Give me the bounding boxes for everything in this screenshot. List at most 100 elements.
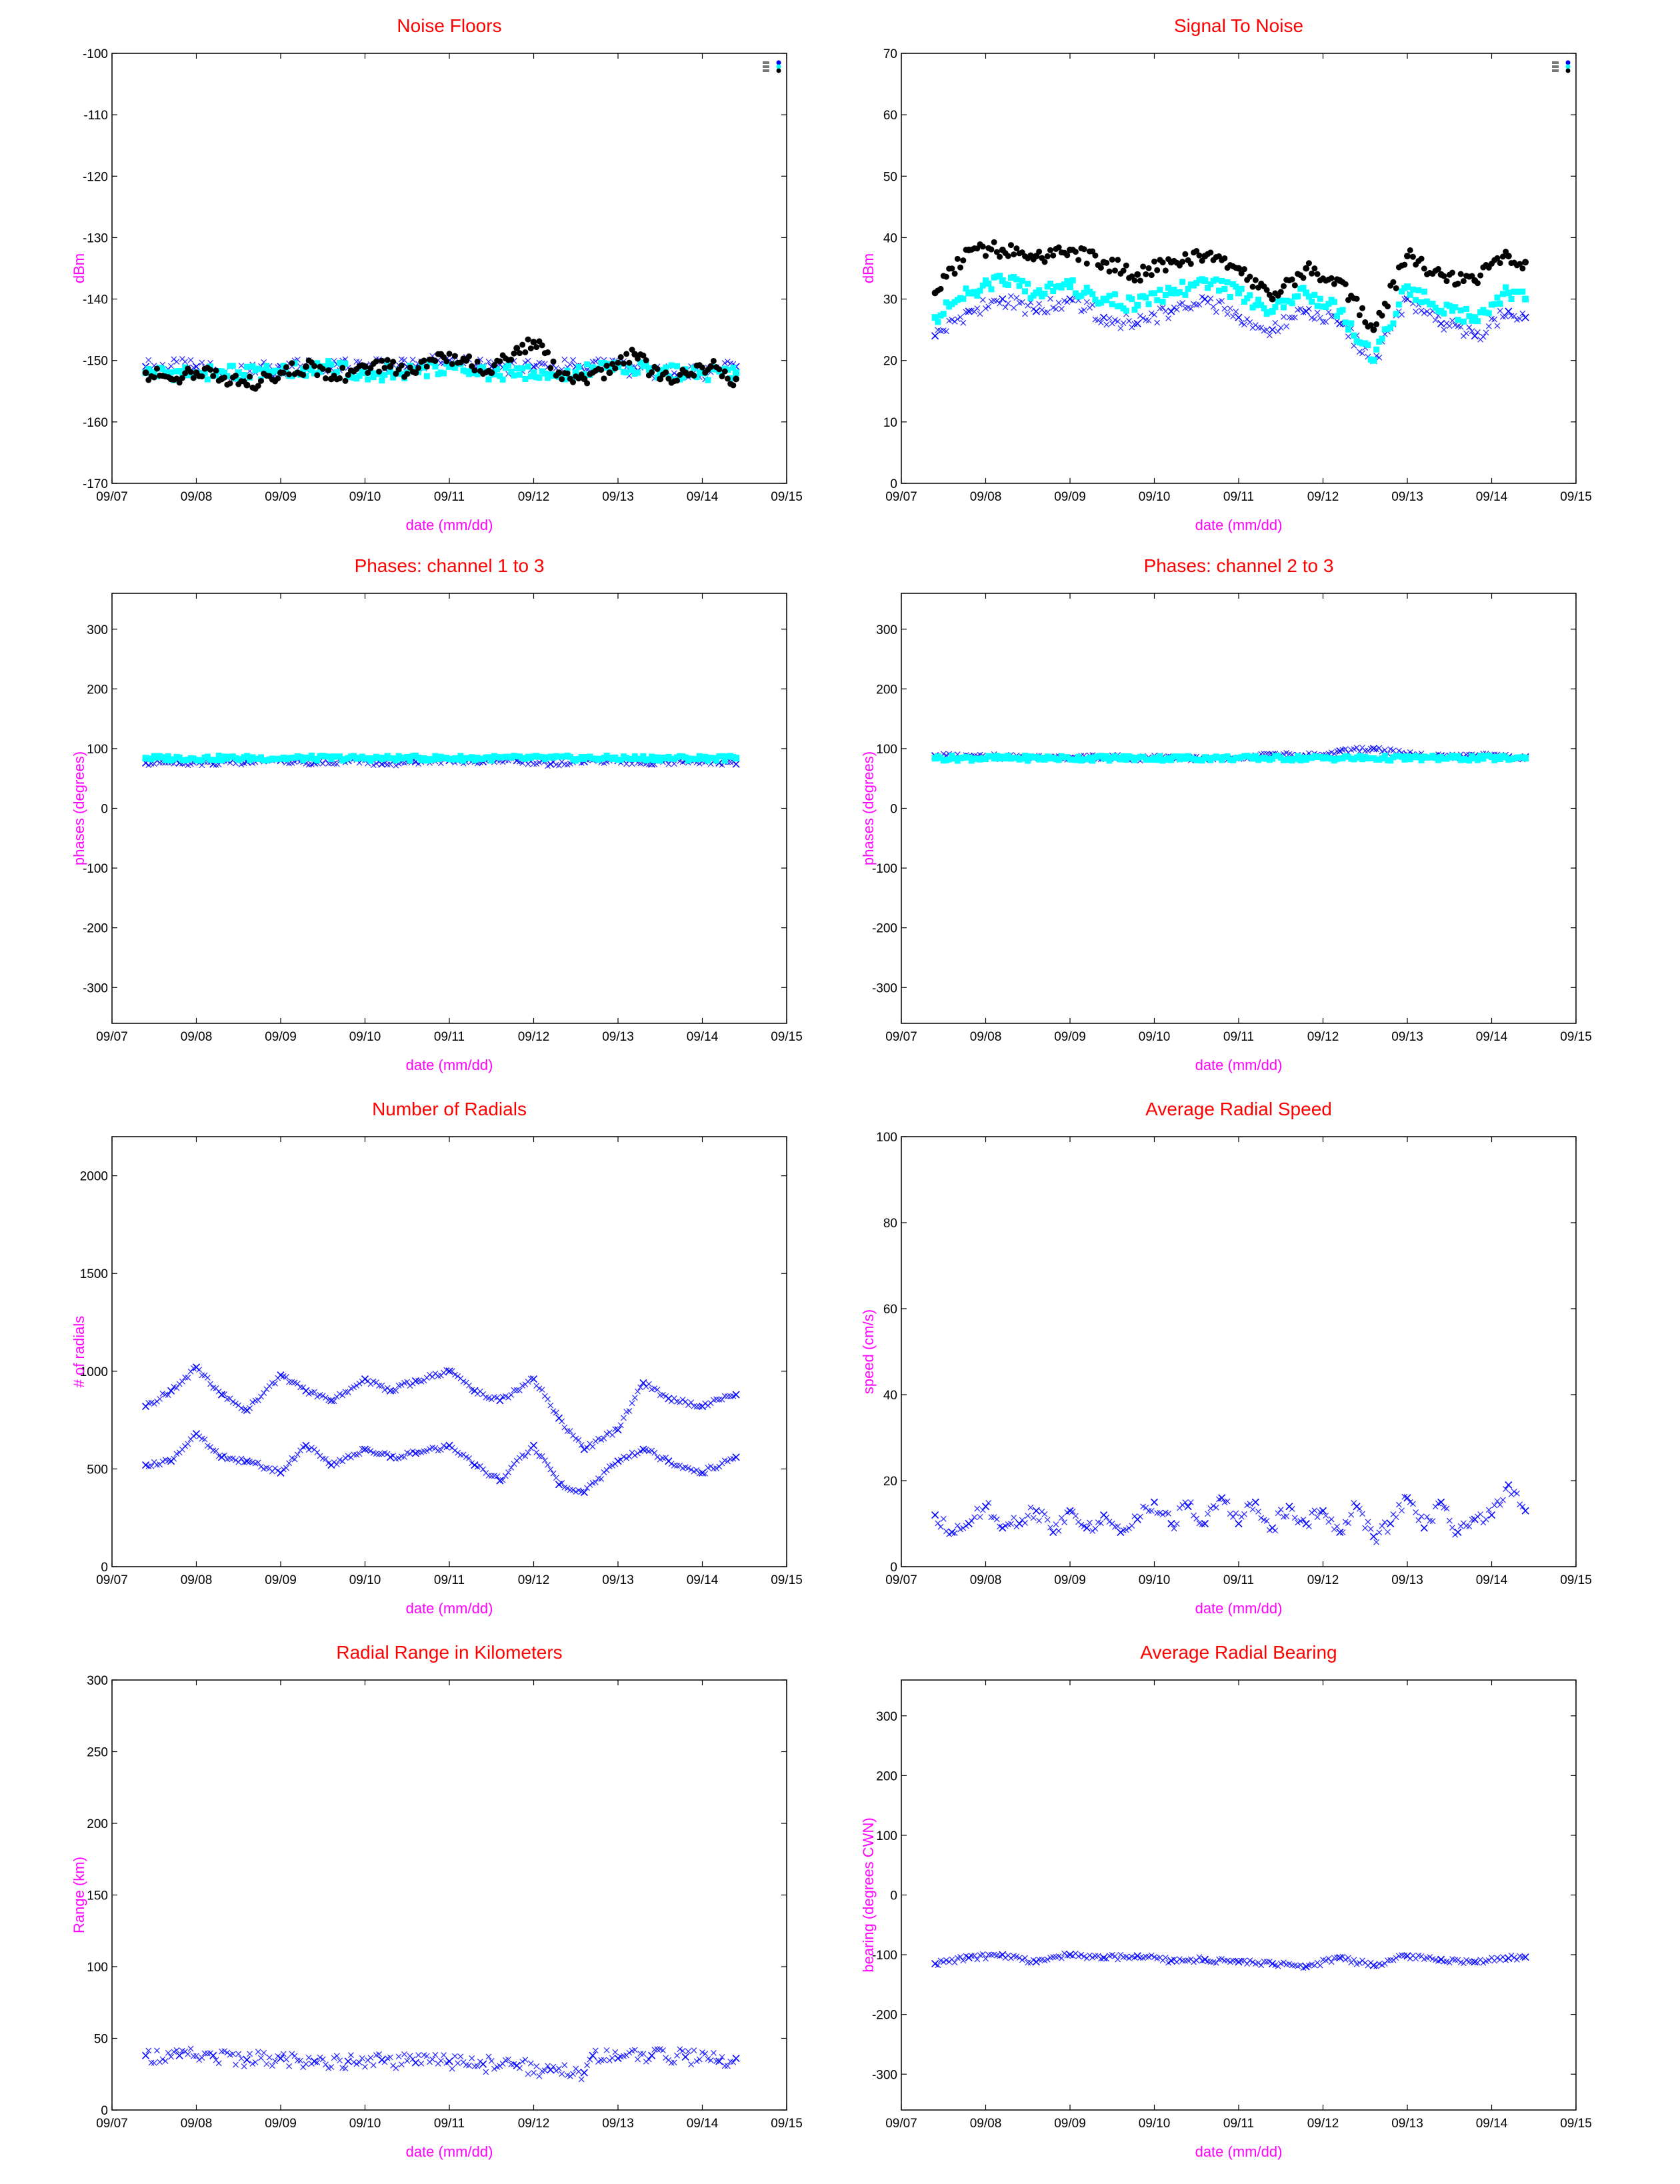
texture-mark: [1207, 295, 1214, 302]
texture-mark: [359, 362, 365, 369]
texture-mark: [553, 372, 559, 379]
texture-mark: [674, 1463, 680, 1469]
texture-mark: [1103, 753, 1110, 759]
texture-mark: [1435, 307, 1441, 314]
texture-mark: [1314, 303, 1321, 309]
data-point: [1403, 1494, 1411, 1502]
texture-mark: [707, 2057, 714, 2063]
data-point: [1319, 1507, 1327, 1515]
texture-mark: [601, 1435, 607, 1441]
texture-mark: [1007, 242, 1014, 249]
texture-mark: [1097, 1520, 1104, 1527]
y-tick-label: 40: [883, 1389, 897, 1403]
texture-mark: [308, 2061, 315, 2067]
data-point: [411, 2059, 419, 2067]
texture-mark: [1019, 277, 1025, 284]
texture-mark: [1309, 298, 1315, 305]
texture-mark: [1120, 320, 1127, 327]
texture-mark: [221, 1452, 228, 1459]
texture-mark: [626, 359, 633, 366]
texture-mark: [331, 1398, 337, 1405]
texture-mark: [1289, 300, 1295, 307]
texture-mark: [1255, 1960, 1261, 1966]
texture-mark: [1393, 1955, 1399, 1961]
x-axis-label: date (mm/dd): [1195, 1057, 1283, 1073]
data-point: [1522, 295, 1529, 303]
texture-mark: [1109, 301, 1115, 307]
texture-mark: [1410, 1501, 1416, 1507]
texture-mark: [157, 759, 163, 766]
texture-mark: [1381, 1519, 1388, 1525]
texture-mark: [679, 2047, 686, 2054]
x-tick-label: 09/11: [1223, 1573, 1254, 1587]
texture-mark: [519, 365, 526, 372]
x-tick-label: 09/14: [1476, 490, 1508, 504]
texture-mark: [213, 1448, 219, 1454]
texture-mark: [1300, 1965, 1307, 1971]
texture-mark: [485, 2053, 492, 2060]
texture-mark: [1317, 1962, 1323, 1969]
x-tick-label: 09/13: [1391, 1030, 1423, 1044]
data-point: [167, 1387, 175, 1395]
series-1: [142, 2045, 740, 2083]
texture-mark: [179, 1378, 185, 1385]
data-point: [1150, 1498, 1159, 1506]
texture-mark: [1196, 252, 1203, 259]
texture-mark: [182, 1374, 189, 1381]
texture-mark: [1314, 271, 1321, 277]
texture-mark: [455, 756, 461, 763]
texture-mark: [1111, 267, 1118, 274]
texture-mark: [954, 316, 961, 323]
texture-mark: [1069, 277, 1076, 284]
texture-mark: [1331, 281, 1337, 287]
texture-mark: [727, 759, 734, 765]
texture-mark: [1266, 1959, 1273, 1965]
texture-mark: [1367, 1526, 1374, 1532]
texture-mark: [691, 1468, 697, 1475]
texture-mark: [187, 2045, 194, 2052]
x-tick-label: 09/07: [96, 1573, 128, 1587]
texture-mark: [1376, 1529, 1383, 1536]
texture-mark: [1081, 246, 1087, 253]
x-tick-label: 09/10: [349, 490, 381, 504]
texture-mark: [725, 358, 731, 365]
texture-mark: [173, 1451, 180, 1457]
data-point: [1235, 1519, 1243, 1528]
texture-mark: [294, 1451, 301, 1458]
texture-mark: [974, 292, 981, 299]
texture-mark: [671, 370, 677, 377]
texture-mark: [620, 360, 627, 367]
texture-mark: [1359, 1511, 1365, 1517]
texture-mark: [527, 345, 534, 352]
texture-mark: [988, 246, 995, 253]
texture-mark: [243, 363, 250, 370]
x-tick-label: 09/11: [434, 1573, 465, 1587]
texture-mark: [1075, 257, 1082, 263]
texture-mark: [215, 2060, 222, 2067]
texture-mark: [649, 1447, 655, 1454]
data-point: [1471, 332, 1479, 340]
texture-mark: [1193, 248, 1200, 255]
data-point: [1336, 747, 1344, 755]
legend-swatch: [763, 69, 769, 72]
texture-mark: [1483, 329, 1489, 336]
texture-mark: [351, 2059, 357, 2065]
texture-mark: [1432, 305, 1439, 311]
texture-mark: [1421, 288, 1427, 295]
texture-mark: [1503, 313, 1509, 319]
texture-mark: [1266, 291, 1273, 298]
y-tick-label: -300: [83, 981, 108, 995]
texture-mark: [238, 1455, 245, 1462]
texture-mark: [499, 2061, 506, 2067]
texture-mark: [1387, 757, 1394, 764]
texture-mark: [179, 375, 185, 381]
texture-mark: [325, 367, 332, 374]
texture-mark: [159, 365, 166, 372]
texture-mark: [1418, 255, 1425, 262]
x-tick-label: 09/12: [1307, 1030, 1339, 1044]
texture-mark: [1227, 1959, 1233, 1965]
texture-mark: [609, 1432, 615, 1438]
texture-mark: [238, 2055, 245, 2062]
texture-mark: [719, 373, 725, 380]
texture-mark: [960, 319, 967, 326]
